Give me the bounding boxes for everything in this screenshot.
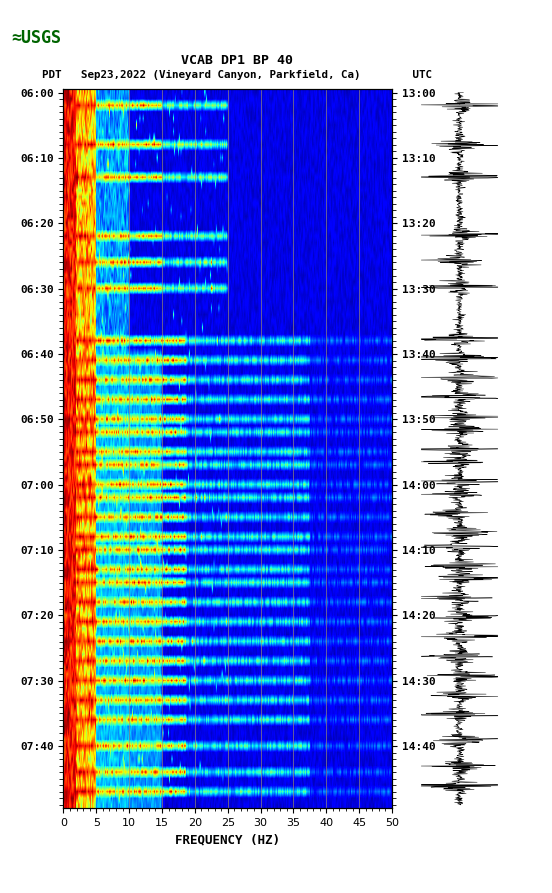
X-axis label: FREQUENCY (HZ): FREQUENCY (HZ)	[175, 833, 280, 847]
Text: VCAB DP1 BP 40: VCAB DP1 BP 40	[182, 54, 293, 67]
Text: PDT   Sep23,2022 (Vineyard Canyon, Parkfield, Ca)        UTC: PDT Sep23,2022 (Vineyard Canyon, Parkfie…	[43, 71, 432, 80]
Text: ≈USGS: ≈USGS	[11, 29, 61, 47]
